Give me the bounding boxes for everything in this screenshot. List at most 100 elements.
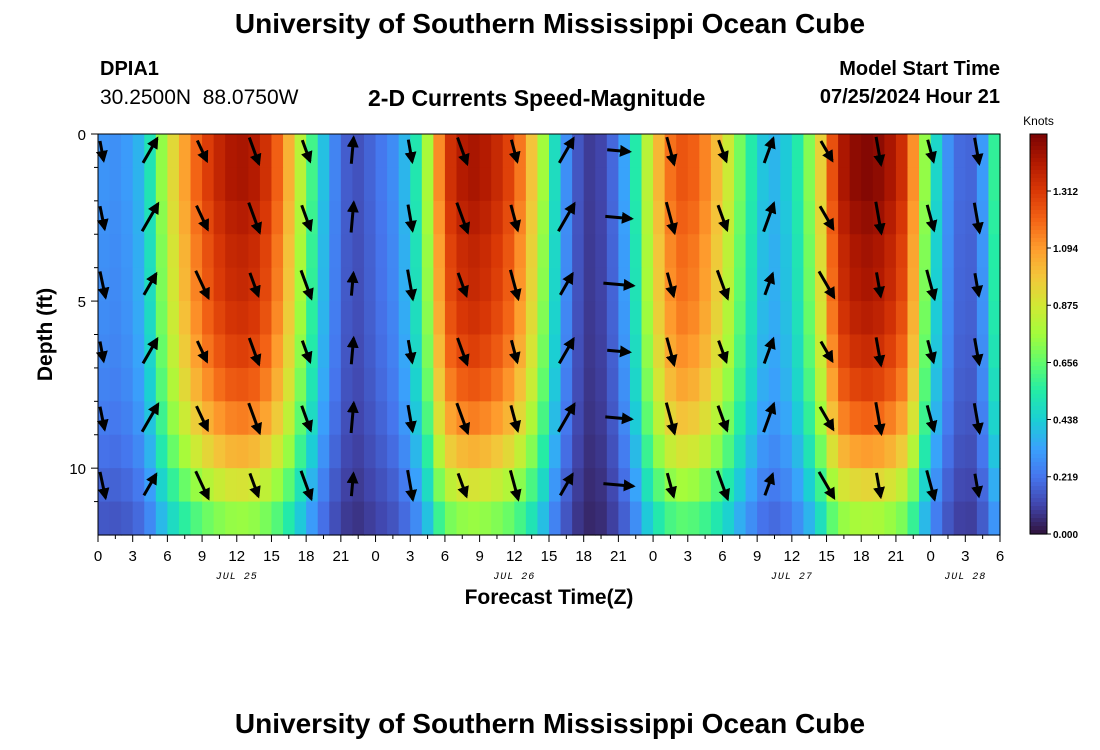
heatmap-cell	[236, 334, 249, 369]
heatmap-cell	[132, 434, 145, 469]
heatmap-cell	[803, 401, 816, 436]
heatmap-cell	[976, 167, 990, 202]
heatmap-cell	[225, 234, 238, 269]
heatmap-cell	[780, 200, 793, 235]
heatmap-cell	[606, 434, 619, 469]
heatmap-cell	[225, 468, 238, 503]
heatmap-cell	[236, 134, 249, 169]
heatmap-cell	[109, 468, 122, 503]
heatmap-cell	[537, 134, 550, 169]
heatmap-cell	[687, 234, 700, 269]
heatmap-cell	[121, 301, 134, 336]
colorbar-segment	[1030, 474, 1047, 479]
heatmap-cell	[178, 234, 192, 269]
colorbar-segment	[1030, 354, 1047, 359]
current-vector	[665, 472, 677, 499]
heatmap-cell	[722, 267, 735, 302]
heatmap-cell	[745, 468, 758, 503]
heatmap-cell	[930, 334, 943, 369]
heatmap-cell	[734, 501, 747, 536]
heatmap-cell	[283, 200, 296, 235]
heatmap-cell	[283, 301, 296, 336]
heatmap-cell	[595, 434, 608, 469]
x-tick-label: 0	[94, 548, 102, 565]
heatmap-cell	[629, 367, 643, 402]
heatmap-cell	[433, 468, 446, 503]
colorbar-segment	[1030, 454, 1047, 459]
heatmap-cell	[329, 167, 342, 202]
heatmap-cell	[98, 401, 111, 436]
heatmap-cell	[433, 501, 446, 536]
current-vector	[96, 406, 109, 432]
heatmap-cell	[930, 134, 943, 169]
heatmap-cell	[988, 167, 1001, 202]
heatmap-cell	[653, 434, 666, 469]
colorbar-segment	[1030, 446, 1047, 451]
heatmap-cell	[433, 134, 446, 169]
heatmap-cell	[583, 434, 596, 469]
heatmap-cell	[213, 234, 226, 269]
heatmap-cell	[259, 468, 273, 503]
x-tick-label: 6	[718, 548, 726, 565]
current-vector	[925, 405, 938, 434]
heatmap-cell	[988, 468, 1001, 503]
colorbar-segment	[1030, 398, 1047, 403]
current-vector	[405, 269, 418, 302]
heatmap-cell	[109, 234, 122, 269]
heatmap-cell	[560, 301, 573, 336]
current-vector	[300, 405, 313, 433]
heatmap-cell	[306, 167, 319, 202]
current-vector	[248, 472, 261, 499]
heatmap-cell	[838, 234, 851, 269]
heatmap-cell	[930, 234, 943, 269]
model-start-time: 07/25/2024 Hour 21	[819, 86, 1000, 108]
heatmap-cell	[930, 434, 943, 469]
current-vector	[925, 339, 937, 365]
heatmap-cell	[144, 167, 157, 202]
heatmap-cell	[202, 401, 215, 436]
heatmap-cell	[803, 334, 816, 369]
heatmap-cell	[468, 367, 481, 402]
heatmap-cell	[895, 434, 909, 469]
heatmap-cell	[549, 267, 562, 302]
heatmap-cell	[259, 167, 273, 202]
colorbar-segment	[1030, 234, 1047, 239]
heatmap-cell	[676, 167, 689, 202]
current-vector	[346, 270, 359, 296]
heatmap-cell	[155, 301, 168, 336]
heatmap-cell	[202, 234, 215, 269]
colorbar-segment	[1030, 226, 1047, 231]
heatmap-cell	[283, 367, 296, 402]
heatmap-cell	[271, 200, 284, 235]
heatmap-cell	[283, 267, 296, 302]
heatmap-cell	[444, 468, 458, 503]
heatmap-cell	[653, 301, 666, 336]
colorbar-segment	[1030, 146, 1047, 151]
heatmap-cell	[641, 134, 654, 169]
heatmap-cell	[306, 501, 319, 536]
heatmap-cell	[525, 367, 539, 402]
heatmap-cell	[965, 234, 978, 269]
heatmap-cell	[352, 501, 365, 536]
heatmap-cell	[884, 234, 897, 269]
heatmap-cell	[468, 401, 481, 436]
heatmap-cell	[352, 234, 365, 269]
heatmap-cell	[283, 434, 296, 469]
current-vector	[664, 402, 678, 436]
heatmap-cell	[907, 468, 920, 503]
heatmap-cell	[525, 134, 539, 169]
heatmap-cell	[641, 434, 654, 469]
heatmap-cell	[98, 200, 111, 235]
heatmap-cell	[676, 468, 689, 503]
heatmap-cell	[814, 167, 828, 202]
heatmap-cell	[190, 501, 203, 536]
heatmap-cell	[780, 301, 793, 336]
colorbar-segment	[1030, 250, 1047, 255]
current-vector	[509, 405, 522, 434]
heatmap-cell	[549, 468, 562, 503]
heatmap-cell	[884, 434, 897, 469]
colorbar-segment	[1030, 522, 1047, 527]
heatmap-cell	[306, 234, 319, 269]
heatmap-cell	[155, 468, 168, 503]
heatmap-cell	[271, 468, 284, 503]
